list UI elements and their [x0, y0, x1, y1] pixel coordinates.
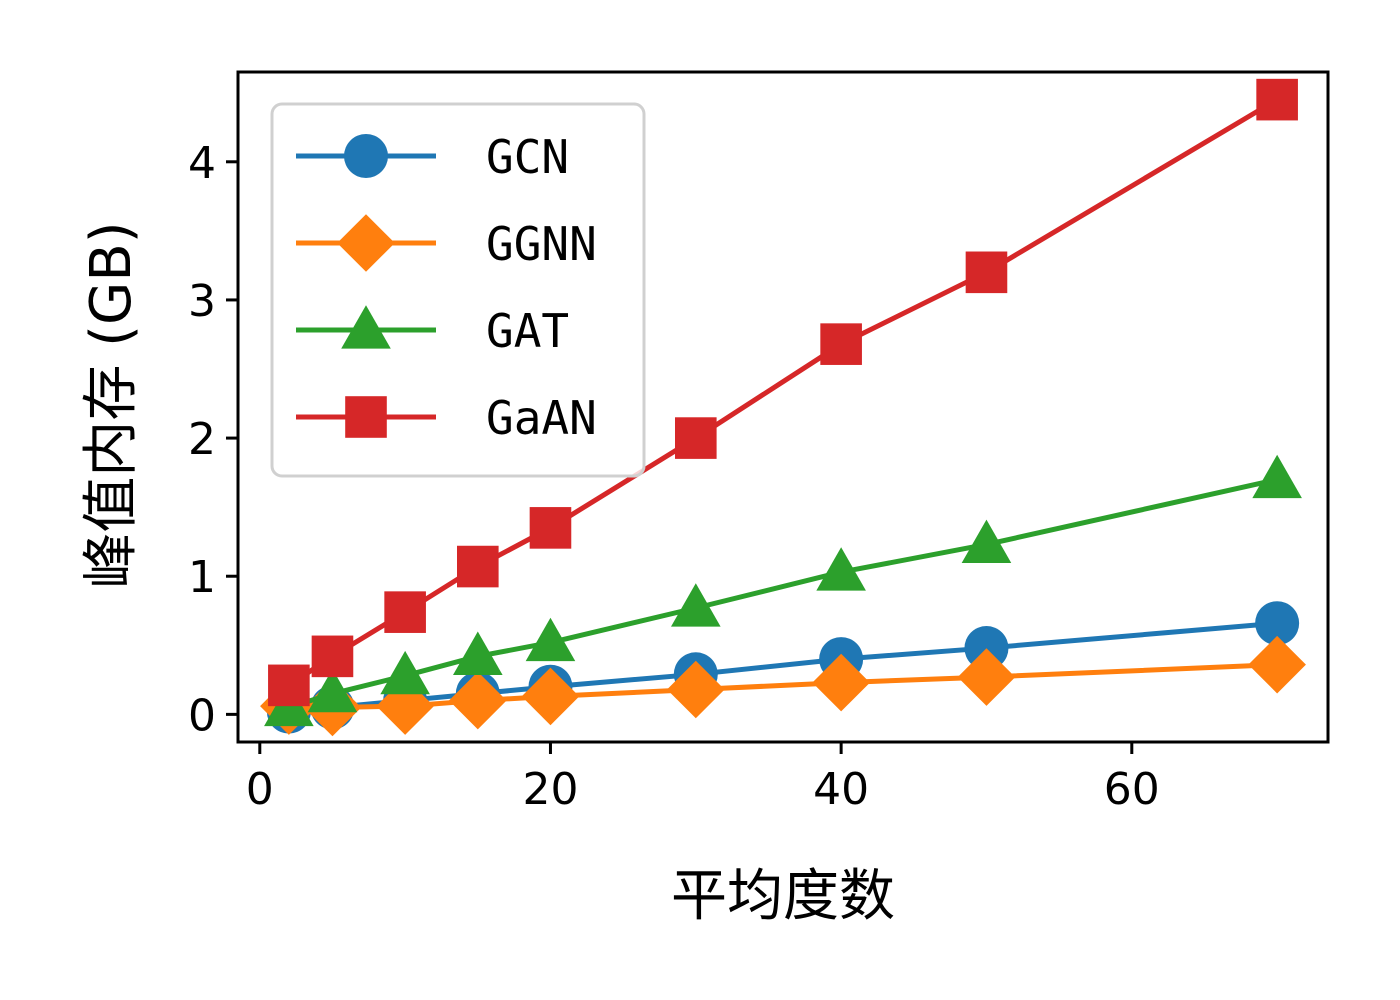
- legend-label: GGNN: [486, 217, 597, 271]
- y-tick-label: 4: [188, 138, 216, 189]
- data-point-square: [311, 635, 354, 678]
- data-point-diamond: [449, 671, 507, 730]
- legend-marker-square: [345, 396, 387, 438]
- legend-item-gat: GAT: [296, 304, 569, 358]
- data-point-square: [675, 417, 717, 459]
- data-point-diamond: [1248, 635, 1306, 694]
- legend-item-gaan: GaAN: [296, 391, 597, 445]
- x-tick-label: 20: [522, 764, 578, 815]
- data-point-triangle: [961, 519, 1012, 564]
- x-axis: 0 20 40 60: [246, 742, 1160, 815]
- x-tick-label: 40: [813, 764, 869, 815]
- x-tick-label: 0: [246, 764, 274, 815]
- legend-item-ggnn: GGNN: [296, 214, 597, 272]
- legend-marker-circle: [344, 134, 388, 178]
- data-point-diamond: [957, 648, 1016, 706]
- x-tick-label: 60: [1104, 764, 1160, 815]
- data-point-triangle: [307, 668, 358, 713]
- legend-label: GCN: [486, 130, 569, 184]
- series-layer: [260, 78, 1306, 737]
- y-tick-label: 3: [188, 276, 216, 327]
- data-point-square: [965, 251, 1008, 294]
- y-tick-label: 2: [188, 414, 216, 465]
- legend-marker-diamond: [337, 214, 395, 272]
- legend-box: [270, 102, 646, 478]
- data-point-square: [529, 507, 572, 549]
- data-point-square: [1256, 78, 1298, 121]
- legend: GCN GGNN GAT GaAN: [270, 102, 646, 478]
- legend-label: GaAN: [486, 391, 597, 445]
- data-point-triangle: [525, 617, 576, 662]
- data-point-square: [820, 323, 862, 365]
- legend-marker-triangle: [341, 305, 391, 349]
- legend-item-gcn: GCN: [296, 130, 569, 184]
- data-point-triangle: [671, 583, 721, 627]
- data-point-triangle: [380, 650, 430, 695]
- x-axis-label: 平均度数: [671, 864, 895, 929]
- data-point-triangle: [1252, 454, 1302, 499]
- data-point-diamond: [521, 667, 580, 726]
- data-point-triangle: [816, 547, 866, 591]
- data-point-square: [457, 545, 499, 588]
- y-tick-label: 0: [188, 690, 216, 741]
- y-axis: 0 1 2 3 4: [188, 138, 238, 741]
- y-axis-label: 峰值内存 (GB): [79, 221, 144, 588]
- legend-label: GAT: [486, 304, 569, 358]
- series-gaan: [268, 78, 1298, 707]
- series-gat: [264, 454, 1302, 727]
- data-point-circle: [964, 626, 1009, 671]
- data-point-triangle: [453, 631, 503, 675]
- data-point-circle: [1255, 601, 1300, 646]
- data-point-square: [268, 664, 310, 707]
- data-point-square: [384, 591, 426, 633]
- data-point-diamond: [667, 660, 725, 719]
- data-point-diamond: [812, 653, 870, 712]
- y-tick-label: 1: [188, 552, 216, 603]
